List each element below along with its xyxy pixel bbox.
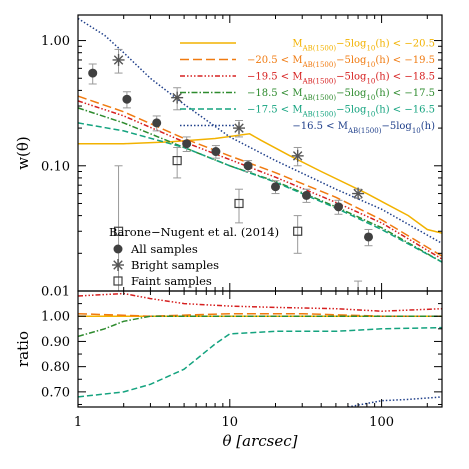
ratio-series-line-5 <box>78 326 442 398</box>
faint-sample-point <box>113 226 124 236</box>
observation-legend: Barone−Nugent et al. (2014) All samples Br… <box>109 225 279 288</box>
x-tick-label: 100 <box>369 415 394 430</box>
top-series-line-3 <box>78 100 442 260</box>
legend-marker-bright <box>112 259 124 271</box>
legend-label-all: All samples <box>130 242 198 256</box>
faint-sample-point <box>234 198 244 209</box>
legend-label-bright: Bright samples <box>131 258 219 272</box>
legend-label-2: −20.5 < MAB(1500)−5log10(h) < −19.5 <box>247 55 435 69</box>
y-tick-label: 0.10 <box>41 159 70 174</box>
legend-marker-faint <box>113 276 123 286</box>
legend-label-6: −16.5 < MAB(1500)−5log10(h) <box>292 121 435 135</box>
legend-marker-all <box>113 244 123 254</box>
top-series-line-5 <box>78 122 442 263</box>
observation-legend-title: Barone−Nugent et al. (2014) <box>109 225 279 239</box>
y-tick-label: 0.70 <box>41 385 70 400</box>
bright-sample-point <box>171 91 184 104</box>
bottom-panel: 1 10 100 0.70 0.80 0.90 1.00 <box>41 290 443 430</box>
y-tick-label: 0.80 <box>41 360 70 375</box>
bright-sample-point-stroke <box>292 151 303 161</box>
top-series-line-2 <box>78 95 442 257</box>
y-tick-label: 0.90 <box>41 335 70 350</box>
all-sample-point <box>152 118 162 128</box>
legend: MAB(1500)−5log10(h) < −20.5 −20.5 < MAB(1… <box>180 39 435 135</box>
bright-sample-point <box>352 187 365 200</box>
all-sample-point <box>333 202 343 212</box>
all-sample-point <box>301 190 311 200</box>
bright-sample-point <box>233 122 246 135</box>
legend-label-faint: Faint samples <box>131 274 212 288</box>
y-tick-label: 0.01 <box>41 285 70 300</box>
bright-sample-point <box>291 149 304 162</box>
all-sample-point <box>243 161 253 171</box>
top-panel: 0.01 0.10 1.00 MAB(1500)−5log10(h) < −20.5… <box>41 14 443 300</box>
bright-sample-point-stroke <box>172 92 182 103</box>
all-sample-point <box>88 68 98 78</box>
bottom-plot-frame <box>77 290 443 408</box>
ratio-series-line-4 <box>78 315 442 338</box>
bottom-axis-ticks: 1 10 100 0.70 0.80 0.90 1.00 <box>41 290 442 430</box>
legend-marker-bright-stroke <box>113 260 123 270</box>
faint-sample-point <box>172 155 182 166</box>
all-sample-point <box>211 147 221 157</box>
x-tick-label: 10 <box>222 415 239 430</box>
y-axis-label-bottom: ratio <box>14 331 32 367</box>
legend-label-1: MAB(1500)−5log10(h) < −20.5 <box>292 39 435 53</box>
ratio-series-line-2 <box>78 312 442 317</box>
bright-sample-point-stroke <box>353 188 363 199</box>
all-sample-point <box>364 232 374 242</box>
legend-label-3: −19.5 < MAB(1500)−5log10(h) < −18.5 <box>247 72 435 86</box>
top-axis-ticks: 0.01 0.10 1.00 <box>41 15 442 300</box>
y-tick-label: 1.00 <box>41 34 70 49</box>
legend-label-4: −18.5 < MAB(1500)−5log10(h) < −17.5 <box>247 88 435 102</box>
x-axis-label: θ [arcsec] <box>223 432 298 450</box>
faint-sample-point <box>293 226 303 236</box>
top-series-line-1 <box>78 133 442 234</box>
bright-sample-point-stroke <box>234 123 244 133</box>
legend-label-5: −17.5 < MAB(1500)−5log10(h) < −16.5 <box>247 105 435 119</box>
x-tick-label: 1 <box>74 415 82 430</box>
y-axis-label-top: w(θ) <box>14 136 32 170</box>
all-sample-point <box>122 94 132 104</box>
bright-sample-point-stroke <box>113 55 124 65</box>
bright-sample-point <box>112 53 125 66</box>
all-sample-point <box>182 139 192 149</box>
ratio-series-line-6 <box>347 396 442 407</box>
all-sample-point <box>270 182 280 192</box>
ratio-series-line-3 <box>78 292 442 312</box>
bottom-series-lines <box>78 292 442 407</box>
y-tick-label: 1.00 <box>41 310 70 325</box>
